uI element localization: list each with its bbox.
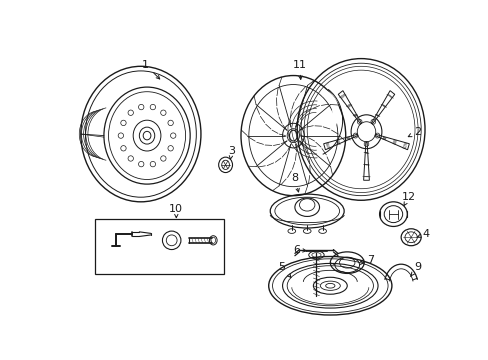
Text: 8: 8 bbox=[291, 173, 299, 192]
Text: 7: 7 bbox=[360, 255, 373, 265]
Text: 12: 12 bbox=[401, 192, 415, 206]
Text: 2: 2 bbox=[407, 127, 421, 137]
Text: 1: 1 bbox=[142, 60, 160, 79]
Text: 4: 4 bbox=[416, 229, 428, 239]
Text: 5: 5 bbox=[278, 261, 290, 278]
Text: 9: 9 bbox=[410, 261, 421, 276]
Bar bbox=[95, 219, 224, 274]
Text: 6: 6 bbox=[293, 244, 306, 255]
Text: 10: 10 bbox=[169, 204, 183, 218]
Text: 11: 11 bbox=[292, 60, 306, 80]
Text: 3: 3 bbox=[228, 146, 235, 159]
